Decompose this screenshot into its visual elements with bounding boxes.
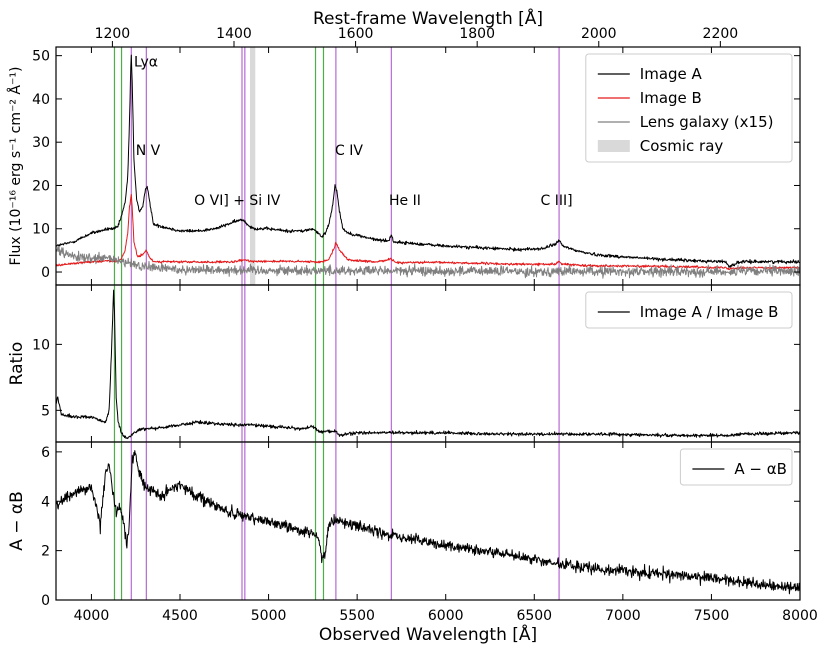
xtick-label-7: 7500 bbox=[694, 608, 730, 624]
legend-label-flux-2: Lens galaxy (x15) bbox=[640, 113, 774, 131]
legend-ratio bbox=[585, 291, 793, 329]
ytick-label-flux-3: 30 bbox=[32, 135, 50, 151]
ytick-label-ratio-1: 10 bbox=[32, 337, 50, 353]
top-tick-label-4: 2000 bbox=[581, 26, 617, 42]
top-tick-label-0: 1200 bbox=[95, 26, 131, 42]
ytick-label-flux-5: 50 bbox=[32, 49, 50, 65]
ytick-label-difference-1: 2 bbox=[41, 544, 50, 560]
ytick-label-flux-2: 20 bbox=[32, 178, 50, 194]
top-tick-label-3: 1800 bbox=[459, 26, 495, 42]
legend-label-flux-0: Image A bbox=[640, 65, 703, 83]
legend-label-flux-1: Image B bbox=[640, 89, 702, 107]
legend-flux bbox=[585, 53, 793, 163]
xtick-label-5: 6500 bbox=[516, 608, 552, 624]
legend-label-difference-0: A − αB bbox=[734, 460, 787, 478]
legend-label-flux-3: Cosmic ray bbox=[640, 137, 724, 155]
emission-label-5: He II bbox=[389, 193, 421, 209]
ytick-label-ratio-0: 5 bbox=[41, 403, 50, 419]
panel-flux-plot-area bbox=[56, 47, 800, 285]
top-tick-label-1: 1400 bbox=[216, 26, 252, 42]
xtick-label-2: 5000 bbox=[251, 608, 287, 624]
top-tick-label-5: 2200 bbox=[703, 26, 739, 42]
series-difference-0 bbox=[56, 450, 800, 595]
panel-ratio-plot-area bbox=[56, 285, 800, 442]
xlabel: Observed Wavelength [Å] bbox=[319, 623, 537, 645]
legend-difference bbox=[679, 448, 793, 486]
ytick-label-flux-4: 40 bbox=[32, 92, 50, 108]
series-ratio-0 bbox=[56, 289, 800, 440]
emission-label-1: N V bbox=[136, 143, 161, 159]
series-flux-0 bbox=[56, 54, 800, 268]
top-axis-label: Rest-frame Wavelength [Å] bbox=[313, 7, 543, 29]
ytick-label-difference-0: 0 bbox=[41, 593, 50, 609]
legend-swatch-flux-3 bbox=[597, 140, 630, 152]
ytick-label-difference-3: 6 bbox=[41, 445, 50, 461]
ylabel-ratio: Ratio bbox=[7, 342, 27, 386]
ylabel-flux: Flux (10⁻¹⁶ erg s⁻¹ cm⁻² Å⁻¹) bbox=[7, 67, 24, 266]
ylabel-difference: A − αB bbox=[7, 491, 27, 551]
series-flux-1 bbox=[56, 194, 800, 271]
ytick-label-flux-1: 10 bbox=[32, 222, 50, 238]
top-tick-label-2: 1600 bbox=[338, 26, 374, 42]
xtick-label-0: 4000 bbox=[74, 608, 110, 624]
emission-label-0: Lyα bbox=[134, 54, 158, 70]
xtick-label-8: 8000 bbox=[782, 608, 818, 624]
emission-label-6: C III] bbox=[540, 193, 572, 209]
cosmic-ray-band bbox=[249, 47, 256, 285]
panel-difference-frame bbox=[55, 441, 801, 601]
emission-label-3: O VI] + Si IV bbox=[194, 193, 281, 209]
emission-label-4: C IV bbox=[335, 143, 363, 159]
legend-label-ratio-0: Image A / Image B bbox=[640, 303, 779, 321]
panel-difference-plot-area bbox=[56, 442, 800, 600]
xtick-label-6: 7000 bbox=[605, 608, 641, 624]
series-flux-2 bbox=[56, 245, 800, 279]
xtick-label-1: 4500 bbox=[162, 608, 198, 624]
xtick-label-3: 5500 bbox=[339, 608, 375, 624]
ytick-label-difference-2: 4 bbox=[41, 494, 50, 510]
ytick-label-flux-0: 0 bbox=[41, 265, 50, 281]
xtick-label-4: 6000 bbox=[428, 608, 464, 624]
